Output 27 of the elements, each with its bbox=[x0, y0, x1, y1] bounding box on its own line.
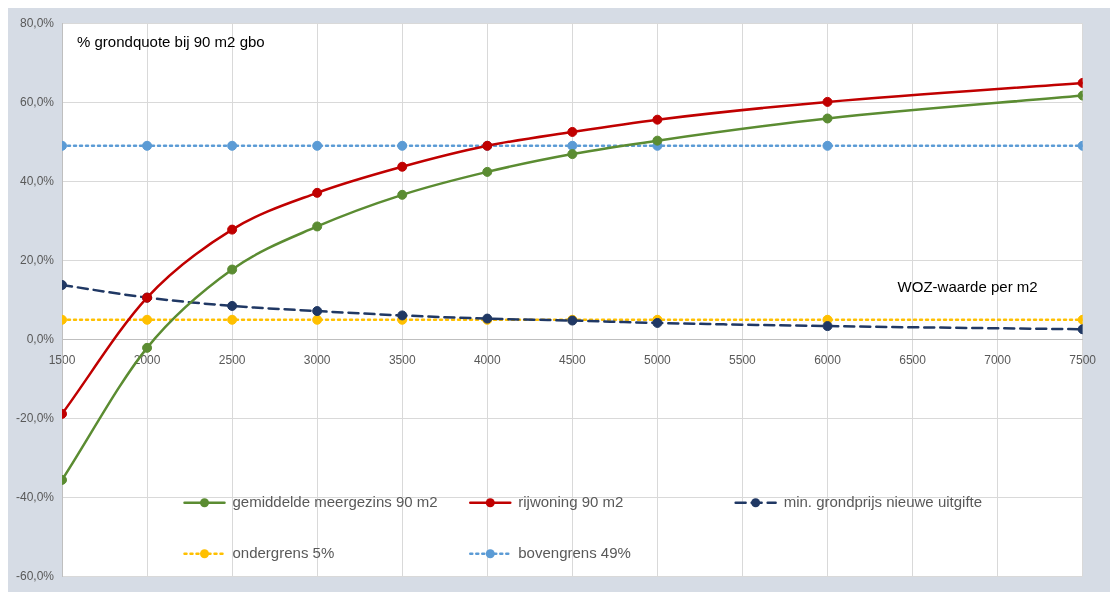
x-tick-label: 6500 bbox=[899, 353, 927, 368]
y-tick-label: -60,0% bbox=[15, 569, 55, 584]
y-tick-label: 40,0% bbox=[19, 173, 55, 188]
x-tick-label: 3500 bbox=[388, 353, 416, 368]
x-tick-label: 5000 bbox=[644, 353, 672, 368]
legend-label: rijwoning 90 m2 bbox=[518, 492, 624, 510]
y-tick-label: -40,0% bbox=[15, 490, 55, 505]
y-tick-label: 20,0% bbox=[19, 252, 55, 267]
x-tick-label: 5500 bbox=[729, 353, 757, 368]
x-tick-label: 3000 bbox=[303, 353, 331, 368]
x-tick-label: 7500 bbox=[1069, 353, 1097, 368]
x-tick-label: 1500 bbox=[48, 353, 76, 368]
legend-label: bovengrens 49% bbox=[518, 543, 631, 561]
x-tick-label: 7000 bbox=[984, 353, 1012, 368]
y-tick-label: 60,0% bbox=[19, 94, 55, 109]
x-tick-label: 6000 bbox=[814, 353, 842, 368]
x-axis-title: WOZ-waarde per m2 bbox=[897, 277, 1038, 295]
legend-label: ondergrens 5% bbox=[232, 543, 335, 561]
x-tick-label: 4500 bbox=[558, 353, 587, 368]
legend-label: gemiddelde meergezins 90 m2 bbox=[232, 492, 438, 510]
x-tick-label: 4000 bbox=[473, 353, 501, 368]
y-tick-label: -20,0% bbox=[15, 410, 55, 425]
y-tick-label: 80,0% bbox=[19, 15, 55, 30]
y-tick-label: 0,0% bbox=[26, 331, 55, 346]
legend-label: min. grondprijs nieuwe uitgifte bbox=[783, 492, 983, 510]
x-tick-label: 2500 bbox=[218, 353, 246, 368]
y-axis-title: % grondquote bij 90 m2 gbo bbox=[77, 33, 265, 51]
